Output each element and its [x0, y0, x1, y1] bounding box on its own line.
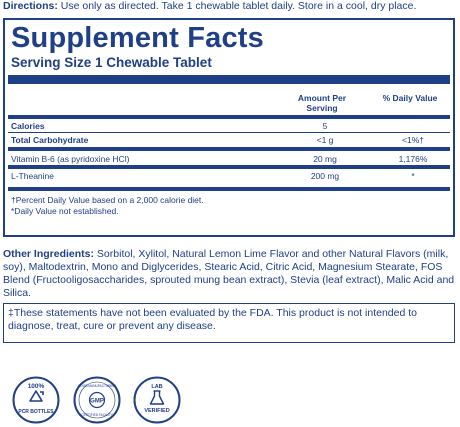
header-divider [8, 115, 450, 119]
gmp-center-label: GMP [90, 398, 104, 404]
daily-value-header: % Daily Value [382, 93, 438, 103]
nutrient-amount: 20 mg [313, 154, 337, 164]
nutrient-dv: * [411, 171, 415, 181]
directions-label: Directions: [3, 0, 58, 12]
nutrient-amount: 200 mg [310, 171, 340, 181]
lab-verified-badge: LAB VERIFIED [133, 376, 181, 424]
nutrient-name: L-Theanine [11, 171, 55, 181]
row-divider [8, 132, 450, 133]
badge-line1: 100% [28, 383, 45, 390]
nutrient-name: Total Carbohydrate [11, 135, 89, 145]
other-ingredients: Other Ingredients: Sorbitol, Xylitol, Na… [3, 248, 458, 300]
dv-footnote: †Percent Daily Value based on a 2,000 ca… [11, 195, 204, 205]
supplement-facts-panel: Supplement Facts Serving Size 1 Chewable… [3, 18, 455, 237]
fda-disclaimer: ‡These statements have not been evaluate… [3, 303, 455, 343]
badge-line2: CERTIFIED FACILITY [81, 413, 113, 417]
nutrient-dv: 1,176% [398, 154, 428, 164]
badge-line2: VERIFIED [144, 408, 169, 414]
gmp-badge: GOOD MANUFACTURING GMP CERTIFIED FACILIT… [73, 376, 121, 424]
amount-per-serving-header: Amount Per Serving [297, 93, 347, 113]
lab-flask-icon [149, 390, 165, 405]
nutrient-amount: <1 g [316, 135, 334, 145]
nutrient-dv: <1%† [402, 135, 424, 145]
section-divider [8, 147, 450, 151]
ingredients-body: Sorbitol, Xylitol, Natural Lemon Lime Fl… [3, 248, 455, 299]
serving-size: Serving Size 1 Chewable Tablet [11, 55, 212, 70]
recycle-icon [29, 390, 44, 402]
nutrient-amount: 5 [322, 121, 328, 131]
badge-line1: LAB [151, 384, 162, 390]
section-divider [8, 165, 450, 169]
section-divider [8, 187, 450, 191]
ingredients-label: Other Ingredients: [3, 248, 95, 260]
badge-line1: GOOD MANUFACTURING [78, 384, 117, 388]
directions-text: Directions: Use only as directed. Take 1… [3, 0, 458, 13]
thick-divider [8, 75, 450, 84]
badge-line2: PCR BOTTLES [18, 409, 54, 415]
dv-not-established-footnote: *Daily Value not established. [11, 206, 119, 216]
pcr-bottles-badge: 100% PCR BOTTLES [12, 376, 60, 424]
nutrient-name: Calories [11, 121, 45, 131]
nutrient-name: Vitamin B-6 (as pyridoxine HCl) [11, 154, 130, 164]
gmp-icon: GMP [88, 391, 106, 409]
facts-title: Supplement Facts [11, 22, 264, 54]
directions-body: Use only as directed. Take 1 chewable ta… [57, 0, 417, 12]
